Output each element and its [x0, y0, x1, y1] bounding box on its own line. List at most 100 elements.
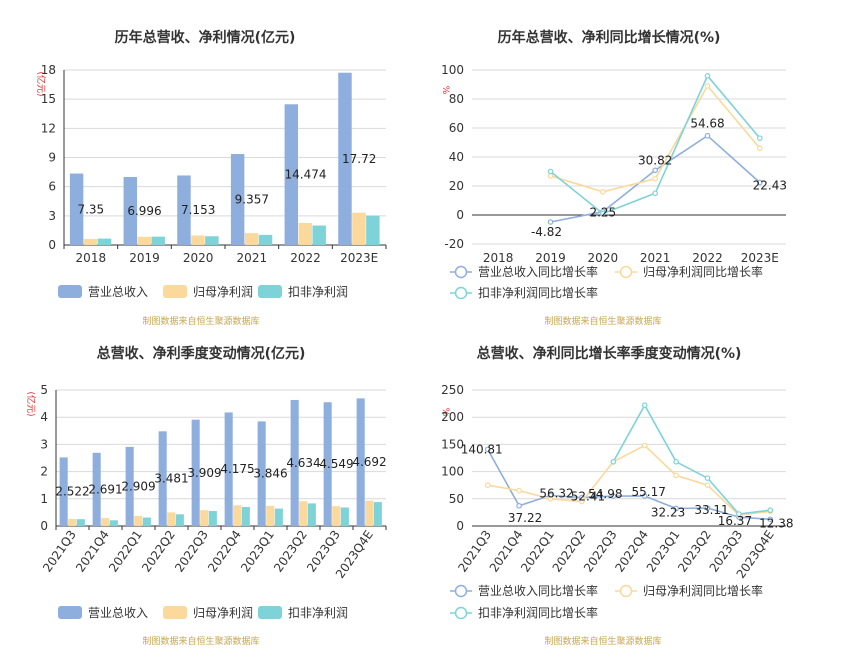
bar — [205, 236, 219, 245]
data-label: 2.522 — [55, 485, 89, 499]
y-tick-label: 0 — [456, 519, 464, 533]
bar — [298, 223, 312, 245]
legend-label: 扣非净利润 — [288, 285, 348, 299]
data-label: 30.82 — [638, 153, 672, 167]
legend-swatch — [163, 285, 187, 298]
bar — [125, 446, 134, 526]
data-label: 4.549 — [319, 457, 353, 471]
series-point — [673, 472, 679, 479]
bar — [142, 517, 151, 526]
legend-label: 扣非净利润 — [288, 606, 348, 620]
series-point — [516, 487, 522, 494]
bar — [191, 419, 200, 526]
series-point — [736, 511, 742, 517]
data-label: 37.22 — [508, 511, 542, 525]
chart-title: 历年总营收、净利同比增长情况(%) — [498, 29, 721, 46]
x-tick-label: 2018 — [76, 251, 107, 265]
chart-title: 总营收、净利季度变动情况(亿元) — [97, 345, 306, 362]
data-label: 4.175 — [220, 462, 254, 476]
bar — [366, 215, 380, 245]
data-label: 4.692 — [352, 455, 386, 469]
series-point — [600, 210, 606, 217]
series-point — [547, 495, 554, 502]
bar — [151, 236, 165, 245]
legend-marker — [454, 265, 468, 279]
y-tick-label: 150 — [441, 437, 464, 451]
data-label: 16.37 — [718, 514, 752, 528]
legend-label: 归母净利润同比增长率 — [643, 264, 763, 279]
y-tick-label: 250 — [441, 383, 464, 397]
bar — [340, 507, 349, 526]
legend-marker — [454, 286, 468, 300]
data-label: 54.68 — [690, 117, 724, 131]
series-point — [547, 168, 554, 175]
bar — [134, 515, 143, 526]
source-note: 制图数据来自恒生聚源数据库 — [142, 315, 259, 327]
series-point — [652, 190, 658, 197]
series-point — [767, 516, 774, 523]
series-point — [673, 505, 679, 512]
x-tick-label: 2020 — [588, 251, 619, 265]
legend-label: 营业总收入 — [88, 285, 148, 299]
bar — [137, 236, 151, 245]
data-label: 17.72 — [342, 152, 376, 166]
y-tick-label: -20 — [444, 237, 464, 251]
data-label: 56.32 — [539, 486, 573, 500]
bar — [109, 520, 118, 526]
data-label: 6.996 — [127, 204, 161, 218]
data-label: 54.98 — [588, 487, 622, 501]
bar — [338, 72, 352, 245]
legend-label: 营业总收入 — [88, 606, 148, 620]
series-point — [704, 83, 711, 89]
y-unit-label: % — [440, 408, 450, 417]
annual-values-chart: 历年总营收、净利情况(亿元) (亿元) 0 3 6 9 12 15 18 2018 2019 2020… — [35, 29, 387, 327]
bar — [76, 519, 85, 526]
bar — [158, 431, 167, 526]
data-label: 3.909 — [187, 466, 221, 480]
y-tick-label: 1 — [40, 492, 48, 506]
x-tick-label: 2022 — [290, 251, 321, 265]
y-tick-label: 12 — [41, 121, 56, 135]
x-tick-label: 2019 — [129, 251, 160, 265]
y-tick-label: 15 — [41, 92, 56, 106]
y-tick-label: 9 — [48, 151, 56, 165]
chart-title: 历年总营收、净利情况(亿元) — [115, 29, 296, 46]
source-note: 制图数据来自恒生聚源数据库 — [142, 635, 259, 647]
legend-marker — [619, 265, 633, 279]
bar — [224, 412, 233, 526]
series-point — [579, 498, 585, 505]
series-point — [484, 446, 491, 453]
bar — [284, 104, 299, 246]
annual-growth-chart: 历年总营收、净利同比增长情况(%)% -20 0 20 40 60 80 100 2018 201… — [440, 29, 787, 327]
data-label: 2.909 — [121, 479, 155, 493]
x-tick-label: 2019 — [535, 251, 566, 265]
series-point — [757, 135, 763, 141]
bar — [352, 212, 366, 245]
bar — [241, 506, 250, 526]
legend-label: 扣非净利润同比增长率 — [478, 605, 598, 620]
series-point — [600, 189, 606, 195]
series-point — [704, 132, 711, 139]
data-label: 52.41 — [571, 489, 605, 503]
bar — [69, 173, 84, 245]
legend-label: 营业总收入同比增长率 — [478, 264, 598, 279]
bar — [257, 421, 266, 526]
y-tick-label: 20 — [449, 179, 464, 193]
bar — [83, 238, 98, 245]
series-point — [652, 167, 658, 174]
series-point — [652, 175, 658, 182]
series-point — [547, 219, 554, 225]
data-label: 7.153 — [181, 203, 215, 217]
y-tick-label: 100 — [441, 465, 464, 479]
bar — [191, 235, 205, 245]
y-unit-label: (亿元) — [25, 391, 37, 416]
legend-label: 归母净利润 — [193, 285, 253, 299]
bar — [92, 452, 101, 526]
y-unit-label: % — [440, 86, 450, 95]
y-tick-label: 0 — [48, 238, 56, 252]
bar — [266, 505, 275, 526]
bar — [258, 234, 273, 245]
bar — [167, 512, 176, 526]
y-tick-label: 100 — [441, 63, 464, 77]
